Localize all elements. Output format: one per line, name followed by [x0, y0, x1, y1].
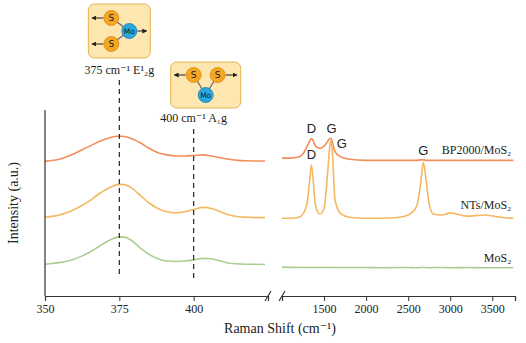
- atom-label: S: [108, 39, 114, 49]
- peak-annotation: 375 cm⁻¹ E¹₂g: [84, 63, 154, 77]
- atom: [198, 88, 213, 103]
- atom-label: Mo: [200, 91, 211, 100]
- peak-annotation: 400 cm⁻¹ A₁g: [160, 111, 227, 125]
- peak-guide: [193, 129, 194, 278]
- series-label: MoS₂: [484, 251, 512, 265]
- diagram-box: [171, 62, 241, 108]
- atom: [122, 24, 137, 39]
- band-label: D: [307, 147, 316, 162]
- plot-area: [282, 138, 513, 267]
- arrow: [92, 44, 103, 45]
- arrow: [92, 18, 103, 19]
- vibration-diagram: S S Mo: [171, 62, 241, 108]
- x-tick-mark: [366, 296, 367, 301]
- spectrum-line: [282, 266, 513, 268]
- atom-label: S: [215, 70, 221, 80]
- atom-label: Mo: [124, 27, 135, 36]
- x-tick-label: 375: [111, 302, 129, 316]
- x-tick: 375: [111, 296, 129, 316]
- annotations: S S Mo 375 cm⁻¹ E¹₂g S S Mo 400 cm⁻¹ A₁g: [84, 4, 240, 278]
- atom-label: S: [191, 70, 197, 80]
- axis-break: [279, 291, 285, 301]
- x-tick: 400: [185, 296, 203, 316]
- x-axis: 350 375 400: [37, 296, 269, 316]
- series-label: NTs/MoS₂: [461, 198, 512, 212]
- x-tick-mark: [324, 296, 325, 301]
- x-axis: 1500 2000 2500 3000 3500: [283, 296, 516, 316]
- band-label: D: [307, 121, 316, 136]
- x-tick-label: 2000: [355, 302, 379, 316]
- y-axis-title: Intensity (a.u.): [6, 162, 22, 244]
- arrow: [137, 31, 146, 32]
- panel: 15002000250030003500DGDGGBP2000/MoS₂NTs/…: [282, 121, 516, 316]
- peak-guide: [119, 80, 120, 278]
- x-tick-label: 3500: [481, 302, 505, 316]
- band-label: G: [337, 136, 347, 151]
- atom: [104, 11, 119, 26]
- x-axis-line: [283, 297, 516, 302]
- x-tick: 2000: [355, 296, 379, 316]
- x-tick: 3500: [481, 296, 505, 316]
- x-tick: 3000: [439, 296, 463, 316]
- band-label: G: [327, 121, 337, 136]
- x-tick: 2500: [397, 296, 421, 316]
- x-tick-label: 350: [37, 302, 55, 316]
- panel: S S Mo 375 cm⁻¹ E¹₂g S S Mo 400 cm⁻¹ A₁g 350 375 4…: [37, 4, 269, 316]
- axis-break: [265, 291, 271, 301]
- x-tick-mark: [450, 296, 451, 301]
- x-tick-mark: [194, 296, 195, 301]
- x-axis-title: Raman Shift (cm⁻¹): [224, 321, 336, 337]
- x-tick: 1500: [313, 296, 337, 316]
- x-tick-mark: [45, 296, 46, 301]
- x-tick-label: 3000: [439, 302, 463, 316]
- spectrum-line: [282, 138, 513, 160]
- x-tick-label: 1500: [313, 302, 337, 316]
- series-label: BP2000/MoS₂: [442, 143, 512, 157]
- atom: [210, 68, 225, 83]
- arrow: [175, 75, 186, 76]
- chart: S S Mo 375 cm⁻¹ E¹₂g S S Mo 400 cm⁻¹ A₁g 350 375 4…: [0, 0, 526, 343]
- diagram-box: [88, 4, 150, 58]
- x-tick-mark: [119, 296, 120, 301]
- x-tick-label: 2500: [397, 302, 421, 316]
- spectrum-line: [45, 237, 265, 265]
- spectrum-line: [45, 136, 265, 161]
- atom: [186, 68, 201, 83]
- x-axis-line: [46, 297, 269, 302]
- x-tick-label: 400: [185, 302, 203, 316]
- x-tick: 350: [37, 296, 55, 316]
- atom-label: S: [108, 13, 114, 23]
- arrow: [226, 75, 237, 76]
- x-tick-mark: [492, 296, 493, 301]
- band-label: G: [418, 143, 428, 158]
- spectrum-line: [282, 141, 513, 219]
- x-tick-mark: [408, 296, 409, 301]
- atom: [104, 37, 119, 52]
- plot-area: [45, 136, 265, 264]
- vibration-diagram: S S Mo: [88, 4, 150, 58]
- y-axis-line: [44, 110, 45, 296]
- spectrum-line: [45, 184, 265, 217]
